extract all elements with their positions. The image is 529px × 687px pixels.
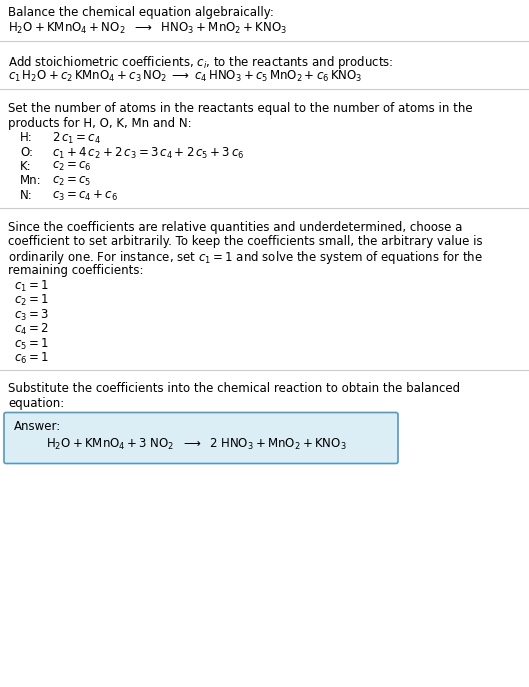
Text: Mn:: Mn: <box>20 174 42 188</box>
Text: $c_2 = c_5$: $c_2 = c_5$ <box>52 174 92 188</box>
Text: $c_2 = c_6$: $c_2 = c_6$ <box>52 160 92 173</box>
Text: N:: N: <box>20 189 33 202</box>
Text: $c_5 = 1$: $c_5 = 1$ <box>14 337 49 352</box>
Text: $c_2 = 1$: $c_2 = 1$ <box>14 293 49 308</box>
FancyBboxPatch shape <box>4 412 398 464</box>
Text: $c_1 + 4\,c_2 + 2\,c_3 = 3\,c_4 + 2\,c_5 + 3\,c_6$: $c_1 + 4\,c_2 + 2\,c_3 = 3\,c_4 + 2\,c_5… <box>52 146 244 161</box>
Text: equation:: equation: <box>8 397 64 410</box>
Text: $\mathregular{H_2O + KMnO_4 + 3\;NO_2}$  $\longrightarrow$  $\mathregular{2\;HNO: $\mathregular{H_2O + KMnO_4 + 3\;NO_2}$ … <box>46 437 346 452</box>
Text: $c_3 = 3$: $c_3 = 3$ <box>14 308 49 323</box>
Text: ordinarily one. For instance, set $c_1 = 1$ and solve the system of equations fo: ordinarily one. For instance, set $c_1 =… <box>8 249 483 267</box>
Text: Set the number of atoms in the reactants equal to the number of atoms in the: Set the number of atoms in the reactants… <box>8 102 472 115</box>
Text: Balance the chemical equation algebraically:: Balance the chemical equation algebraica… <box>8 6 274 19</box>
Text: $\mathregular{H_2O + KMnO_4 + NO_2}$  $\longrightarrow$  $\mathregular{HNO_3 + M: $\mathregular{H_2O + KMnO_4 + NO_2}$ $\l… <box>8 21 287 36</box>
Text: H:: H: <box>20 131 33 144</box>
Text: Substitute the coefficients into the chemical reaction to obtain the balanced: Substitute the coefficients into the che… <box>8 383 460 396</box>
Text: coefficient to set arbitrarily. To keep the coefficients small, the arbitrary va: coefficient to set arbitrarily. To keep … <box>8 235 482 248</box>
Text: $c_4 = 2$: $c_4 = 2$ <box>14 322 49 337</box>
Text: O:: O: <box>20 146 33 159</box>
Text: $c_1\,\mathregular{H_2O} + c_2\,\mathregular{KMnO_4} + c_3\,\mathregular{NO_2} \: $c_1\,\mathregular{H_2O} + c_2\,\mathreg… <box>8 69 362 84</box>
Text: $c_6 = 1$: $c_6 = 1$ <box>14 351 49 366</box>
Text: Answer:: Answer: <box>14 420 61 433</box>
Text: Add stoichiometric coefficients, $c_i$, to the reactants and products:: Add stoichiometric coefficients, $c_i$, … <box>8 54 394 71</box>
Text: $c_3 = c_4 + c_6$: $c_3 = c_4 + c_6$ <box>52 189 118 203</box>
Text: $c_1 = 1$: $c_1 = 1$ <box>14 278 49 293</box>
Text: K:: K: <box>20 160 32 173</box>
Text: products for H, O, K, Mn and N:: products for H, O, K, Mn and N: <box>8 117 191 130</box>
Text: $2\,c_1 = c_4$: $2\,c_1 = c_4$ <box>52 131 101 146</box>
Text: remaining coefficients:: remaining coefficients: <box>8 264 143 277</box>
Text: Since the coefficients are relative quantities and underdetermined, choose a: Since the coefficients are relative quan… <box>8 221 462 234</box>
